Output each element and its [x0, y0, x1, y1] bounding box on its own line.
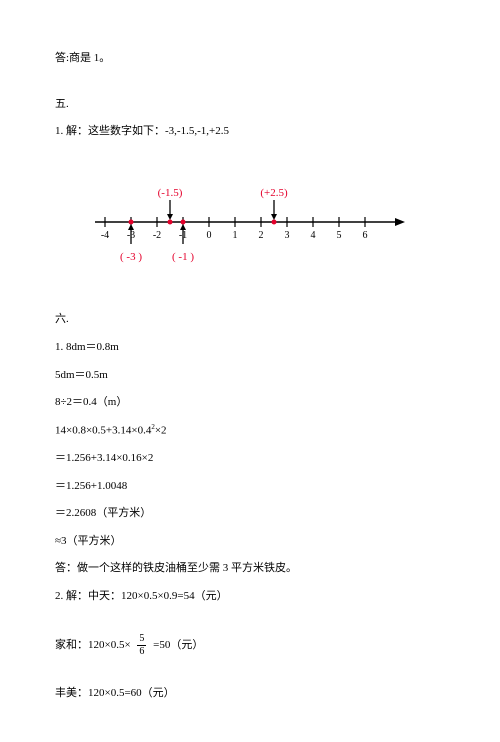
svg-text:( -3 ): ( -3 ) — [120, 251, 142, 263]
p6-line4b: ×2 — [155, 424, 167, 436]
svg-text:1: 1 — [233, 230, 238, 241]
p6-line8: ≈3（平方米） — [55, 533, 445, 551]
fraction-numerator: 5 — [137, 634, 146, 646]
p6-line1: 1. 8dm＝0.8m — [55, 339, 445, 357]
svg-text:6: 6 — [363, 230, 368, 241]
svg-text:(+2.5): (+2.5) — [260, 187, 288, 199]
p6-line9: 答：做一个这样的铁皮油桶至少需 3 平方米铁皮。 — [55, 560, 445, 578]
fraction-denominator: 6 — [137, 646, 146, 657]
p6-line4a: 14×0.8×0.5+3.14×0.4 — [55, 424, 151, 436]
fraction-5-6: 5 6 — [137, 634, 146, 657]
p6-line11b: =50（元） — [153, 639, 203, 651]
svg-text:5: 5 — [337, 230, 342, 241]
p5-line1: 1. 解：这些数字如下：-3,-1.5,-1,+2.5 — [55, 123, 445, 141]
svg-text:4: 4 — [311, 230, 316, 241]
svg-text:3: 3 — [285, 230, 290, 241]
p6-line11: 家和：120×0.5× 5 6 =50（元） — [55, 634, 445, 657]
p6-line7: ＝2.2608（平方米） — [55, 505, 445, 523]
svg-text:-2: -2 — [153, 230, 161, 241]
svg-text:0: 0 — [207, 230, 212, 241]
p6-line5: ＝1.256+3.14×0.16×2 — [55, 450, 445, 468]
p6-line2: 5dm＝0.5m — [55, 367, 445, 385]
svg-text:-4: -4 — [101, 230, 109, 241]
p6-line12: 丰美：120×0.5=60（元） — [55, 685, 445, 703]
svg-text:(-1.5): (-1.5) — [158, 187, 183, 199]
p6-line3: 8÷2＝0.4（m） — [55, 394, 445, 412]
svg-text:( -1 ): ( -1 ) — [172, 251, 194, 263]
answer-line-top: 答:商是 1。 — [55, 50, 445, 68]
svg-text:2: 2 — [259, 230, 264, 241]
p6-line11a: 家和：120×0.5× — [55, 639, 131, 651]
p6-line6: ＝1.256+1.0048 — [55, 478, 445, 496]
p6-line4: 14×0.8×0.5+3.14×0.42×2 — [55, 422, 445, 440]
number-line-diagram: -4-3-2-10123456(-1.5)(+2.5)( -3 )( -1 ) — [55, 169, 445, 269]
section-6-head: 六. — [55, 311, 445, 329]
p6-line10: 2. 解：中天：120×0.5×0.9=54（元） — [55, 588, 445, 606]
section-5-head: 五. — [55, 96, 445, 114]
